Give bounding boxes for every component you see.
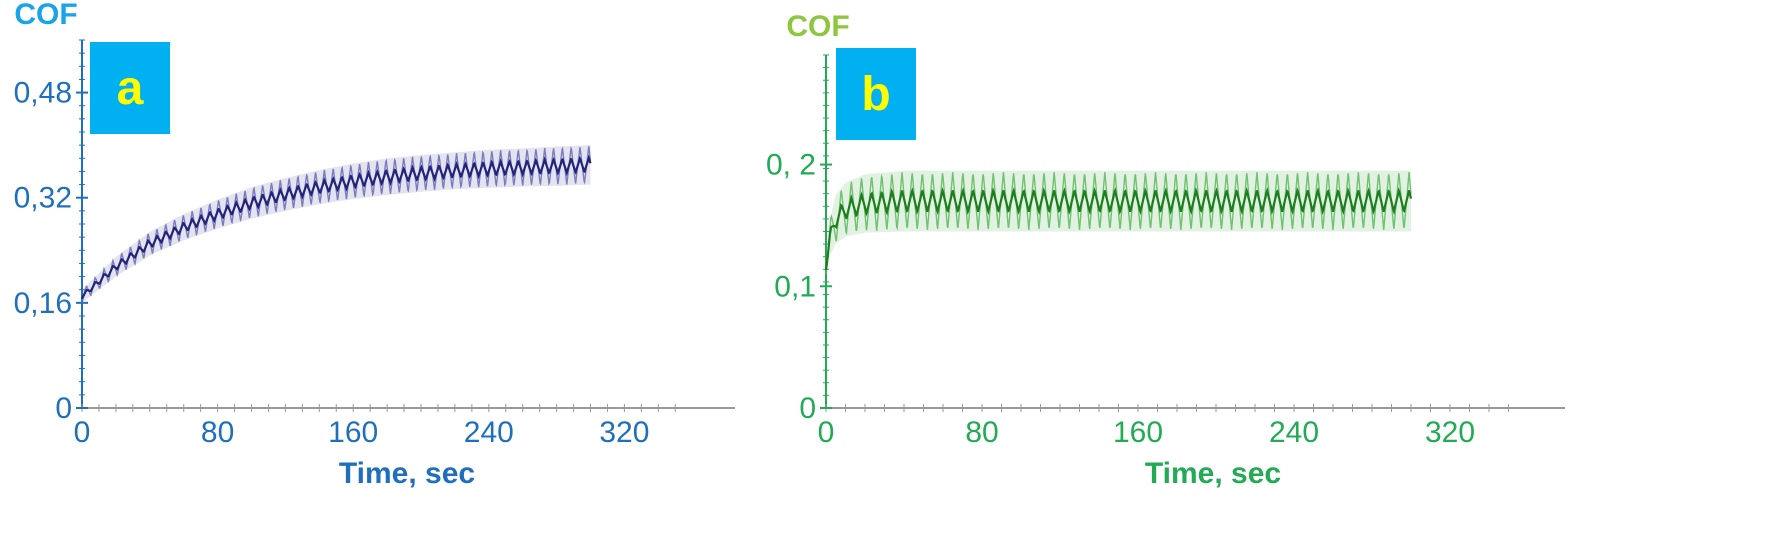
x-tick-label: 320 — [599, 416, 649, 449]
x-tick-label: 240 — [1269, 416, 1319, 449]
x-tick-label: 160 — [328, 416, 378, 449]
y-axis-title: COF — [14, 0, 77, 31]
series-mean-line — [81, 154, 592, 300]
chart-panel-b: 0 0,1 0, 2 0 80 160 240 320 COF Time, sec b — [766, 10, 1565, 490]
x-tick-label: 0 — [818, 416, 835, 449]
series-oscillation-line — [81, 146, 592, 303]
series-band — [82, 145, 591, 303]
y-tick-label: 0,16 — [14, 287, 72, 320]
y-tick-label: 0,48 — [14, 77, 72, 110]
series-mean-line — [824, 187, 1413, 271]
x-axis-title: Time, sec — [339, 457, 475, 490]
x-tick-label: 240 — [464, 416, 514, 449]
series-oscillation-line — [825, 172, 1412, 274]
x-tick-label: 160 — [1113, 416, 1163, 449]
panel-label-box — [90, 42, 170, 134]
x-tick-label: 0 — [74, 416, 91, 449]
panel-label: a — [117, 62, 144, 115]
y-tick-label: 0, 2 — [766, 149, 816, 182]
y-tick-label: 0 — [799, 392, 816, 425]
chart-panel-a: 0 0,16 0,32 0,48 0 80 160 240 320 COF Time, sec a — [14, 0, 735, 490]
panel-label: b — [861, 68, 890, 121]
x-tick-label: 320 — [1425, 416, 1475, 449]
y-tick-label: 0,32 — [14, 182, 72, 215]
x-axis-title: Time, sec — [1145, 457, 1281, 490]
panel-label-box — [836, 48, 916, 140]
y-tick-label: 0,1 — [774, 270, 816, 303]
y-tick-label: 0 — [55, 392, 72, 425]
y-axis-title: COF — [786, 10, 849, 43]
x-tick-label: 80 — [965, 416, 998, 449]
x-tick-label: 80 — [201, 416, 234, 449]
